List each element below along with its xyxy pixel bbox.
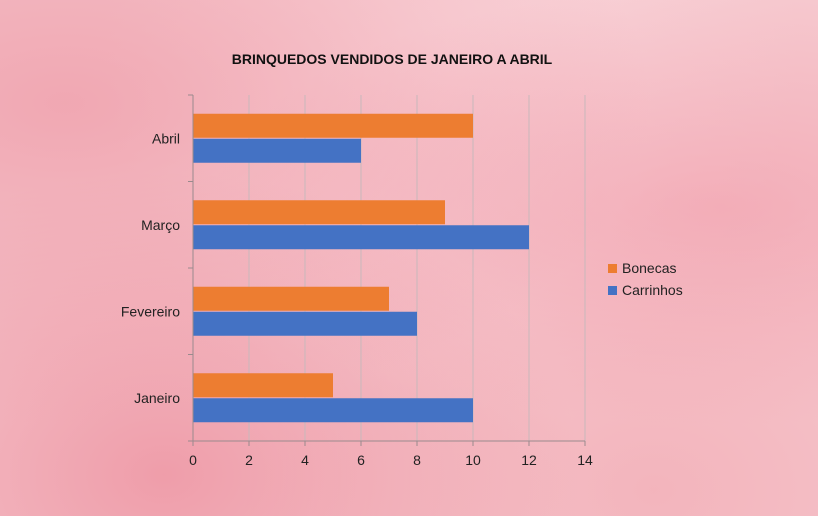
bar-carrinhos-abril <box>193 138 361 163</box>
chart-title: BRINQUEDOS VENDIDOS DE JANEIRO A ABRIL <box>232 51 553 67</box>
x-tick-label-2: 2 <box>245 452 253 468</box>
bar-carrinhos-janeiro <box>193 398 473 423</box>
x-tick-label-8: 8 <box>413 452 421 468</box>
legend-swatch-carrinhos <box>608 286 617 295</box>
x-tick-label-14: 14 <box>577 452 593 468</box>
bar-bonecas-março <box>193 200 445 225</box>
legend-label-carrinhos: Carrinhos <box>622 282 683 298</box>
bar-carrinhos-março <box>193 225 529 250</box>
y-category-label-2: Março <box>141 217 180 233</box>
bar-bonecas-abril <box>193 113 473 138</box>
x-tick-label-10: 10 <box>465 452 481 468</box>
axes <box>188 94 586 446</box>
bar-carrinhos-fevereiro <box>193 311 417 336</box>
x-tick-label-0: 0 <box>189 452 197 468</box>
legend-label-bonecas: Bonecas <box>622 260 676 276</box>
x-tick-label-12: 12 <box>521 452 537 468</box>
y-category-labels: Janeiro Fevereiro Março Abril <box>121 130 180 406</box>
bar-bonecas-fevereiro <box>193 286 389 311</box>
bars <box>193 113 529 423</box>
legend: Bonecas Carrinhos <box>608 260 683 298</box>
x-tick-labels: 0 2 4 6 8 10 12 14 <box>189 452 593 468</box>
x-tick-label-4: 4 <box>301 452 309 468</box>
y-category-label-0: Janeiro <box>134 390 180 406</box>
legend-swatch-bonecas <box>608 264 617 273</box>
bar-bonecas-janeiro <box>193 373 333 398</box>
y-category-label-3: Abril <box>152 130 180 146</box>
x-tick-label-6: 6 <box>357 452 365 468</box>
y-category-label-1: Fevereiro <box>121 303 180 319</box>
